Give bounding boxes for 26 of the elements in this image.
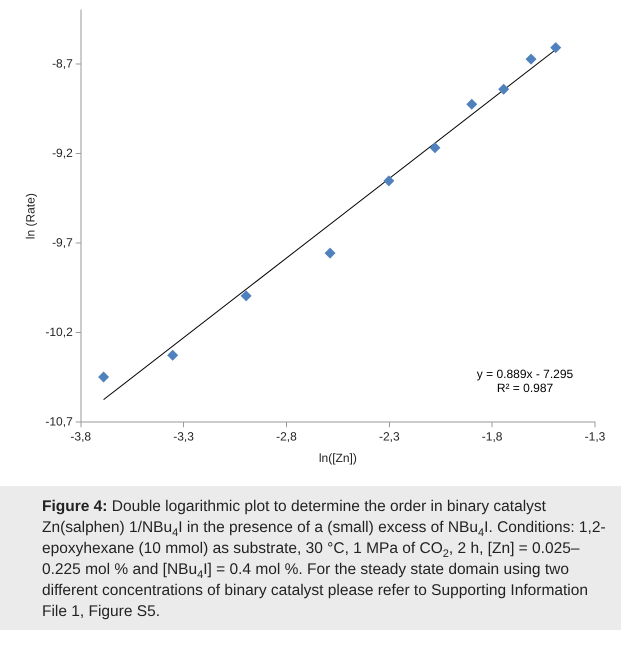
x-tick-label: -1,3 <box>584 430 606 444</box>
point <box>550 42 562 54</box>
text: Figure 4: Double logarithmic plot to determine the order in binary catalyst Zn(salphen) 1/NBu$_{4}$I in the presence of a (small) excess of NBu$_{4}$I. Conditions: 1,2-epoxyhexane (10 mmol) as substrate, 30 °C, 1 MPa of CO$_{2}$, 2 h, [Zn] = 0.025–0.225 mol % and [NBu$_{4}$I] = 0.4 mol %. For the steady state domain using two different concentrations of binary catalyst please refer to Supporting Information File 1, Figure S5. <box>42 498 606 620</box>
annotation: R² = 0.987 <box>496 381 554 396</box>
x-tick-label: -3,3 <box>173 430 194 444</box>
y-tick-label: -10,7 <box>45 414 74 429</box>
point <box>383 175 394 186</box>
x-tick-label: -3,8 <box>70 430 92 444</box>
x-tick-label: -2,3 <box>378 430 400 444</box>
annotation: y = 0.889x - 7.295 <box>476 367 574 382</box>
point <box>498 84 510 95</box>
y-tick-label: -8,7 <box>52 56 74 70</box>
y-tick-label: -9,7 <box>52 235 74 250</box>
point <box>429 142 440 154</box>
point <box>98 372 110 383</box>
point <box>240 290 252 302</box>
point <box>324 248 336 259</box>
y-tick-label: -9,2 <box>52 146 74 160</box>
point <box>167 350 178 361</box>
point <box>526 54 537 65</box>
y-tick-label: -10,2 <box>45 324 74 339</box>
x-tick-label: -2,8 <box>276 430 298 444</box>
point <box>466 98 478 110</box>
x-axis-title: ln([Zn]) <box>318 451 357 466</box>
y-axis-title: ln (Rate) <box>24 193 38 240</box>
x-tick-label: -1,8 <box>482 430 503 444</box>
